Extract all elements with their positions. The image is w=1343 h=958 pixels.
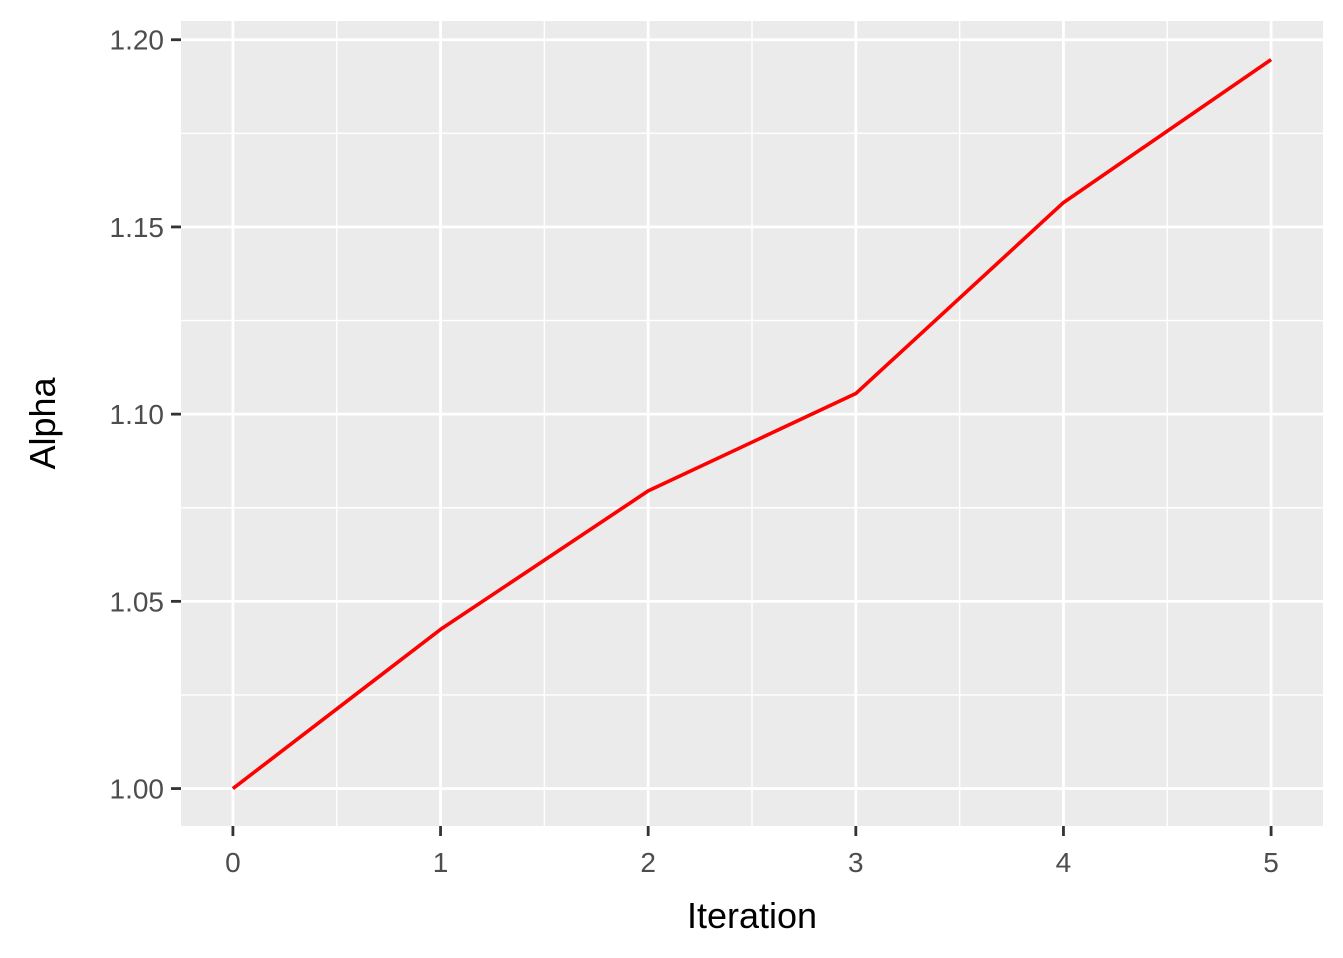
x-axis-title: Iteration	[687, 895, 817, 936]
x-tick-label: 3	[848, 847, 864, 878]
series-layer	[231, 58, 1273, 790]
x-tick-label: 2	[640, 847, 656, 878]
major-gridlines	[181, 21, 1323, 826]
x-tick-label: 4	[1056, 847, 1072, 878]
y-tick-label: 1.20	[110, 25, 165, 56]
x-tick-label: 5	[1263, 847, 1279, 878]
x-tick-label: 0	[225, 847, 241, 878]
y-axis-title: Alpha	[22, 376, 63, 469]
x-axis: 0 1 2 3 4 5	[225, 826, 1279, 878]
y-tick-label: 1.05	[110, 586, 165, 617]
y-tick-label: 1.15	[110, 212, 165, 243]
y-tick-label: 1.00	[110, 774, 165, 805]
minor-gridlines	[181, 21, 1323, 826]
y-tick-label: 1.10	[110, 399, 165, 430]
x-tick-label: 1	[433, 847, 449, 878]
y-axis: 1.00 1.05 1.10 1.15 1.20	[110, 25, 181, 805]
series-line	[231, 58, 1273, 790]
